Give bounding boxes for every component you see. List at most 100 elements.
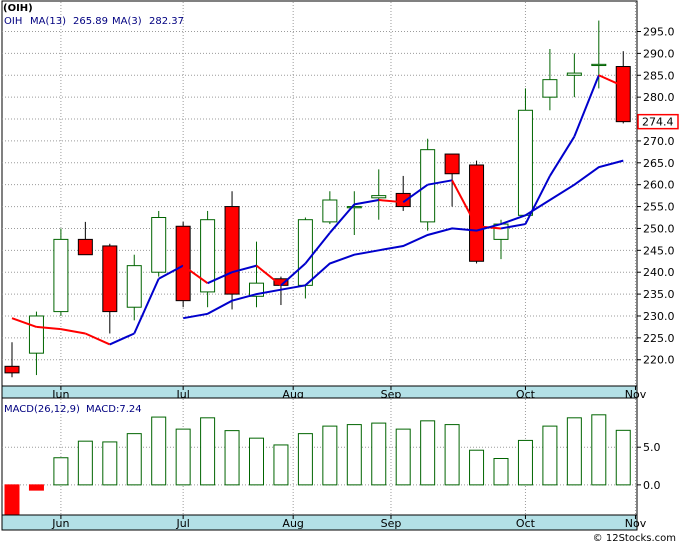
candle-body [566, 72, 582, 76]
candle-down [395, 175, 411, 211]
candle-body [53, 238, 69, 313]
candle-body [102, 245, 118, 313]
candle-body [297, 219, 313, 286]
price-tick-label: 225.0 [643, 332, 675, 345]
macd-bar [517, 439, 533, 486]
ma3-segment [231, 264, 257, 274]
ma3-segment [11, 317, 37, 328]
legend-ma3-label: MA(3) [112, 16, 142, 27]
candle-body [395, 192, 411, 208]
macd-month-band [1, 514, 638, 531]
macd-bar [297, 433, 313, 486]
candle-up [566, 53, 582, 98]
price-tick-label: 230.0 [643, 310, 675, 323]
legend-ma13-label: MA(13) [30, 16, 66, 27]
macd-bar [591, 414, 607, 486]
candle-down [175, 221, 191, 308]
macd-bar [77, 440, 93, 486]
candle-down [102, 243, 118, 334]
price-panel: 220.0 225.0 230.0 235.0 240.0 245.0 250.0 255.0… [1, 0, 679, 402]
macd-bar [249, 437, 264, 486]
candle-up [53, 228, 69, 316]
macd-bar [102, 441, 118, 486]
ma3-segment [84, 332, 111, 346]
macd-bar [469, 449, 485, 486]
candle-down [469, 160, 485, 264]
copyright-text: © 12Stocks.com [593, 533, 676, 544]
candle-down [4, 342, 20, 378]
macd-plot-frame [1, 397, 638, 516]
macd-bar [126, 433, 142, 486]
ma13-line [183, 159, 624, 320]
price-tick-label: 280.0 [643, 91, 675, 104]
macd-bar [28, 484, 44, 491]
price-tick-label: 245.0 [643, 244, 675, 257]
macd-month-label: Sep [381, 517, 402, 530]
macd-month-label: Jul [176, 517, 190, 530]
macd-bar [395, 428, 411, 486]
macd-bar [322, 425, 338, 486]
price-tick-label: 235.0 [643, 288, 675, 301]
macd-tick-label: 0.0 [643, 479, 661, 492]
ma3-segment [500, 223, 526, 230]
price-tick-label: 250.0 [643, 222, 675, 235]
macd-bar [493, 458, 509, 486]
candle-up [322, 191, 338, 225]
candle-body [126, 265, 142, 308]
price-tick-label: 260.0 [643, 179, 675, 192]
macd-month-label: Jun [51, 517, 69, 530]
price-tick-label: 255.0 [643, 201, 675, 214]
macd-month-label: Aug [282, 517, 303, 530]
price-tick-label: 295.0 [643, 26, 675, 39]
macd-value-label: MACD:7.24 [86, 404, 142, 415]
price-tick-label: 270.0 [643, 135, 675, 148]
ma3-segment [402, 183, 429, 204]
price-tick-label: 240.0 [643, 266, 675, 279]
candle-body [175, 225, 191, 302]
ma3-segment [36, 325, 61, 331]
candle-body [28, 315, 44, 354]
ma3-segment [304, 232, 331, 265]
candle-body [469, 164, 485, 262]
candle-body [322, 199, 338, 223]
candle-up [346, 191, 362, 236]
candle-body [444, 153, 460, 175]
macd-bar [53, 457, 69, 486]
last-price-box [637, 113, 679, 130]
ma3-segment [378, 199, 404, 204]
candle-down [224, 191, 240, 310]
candle-down [615, 51, 631, 124]
candle-up [542, 49, 558, 111]
ma3-segment [207, 271, 233, 285]
candle-body [591, 63, 607, 67]
macd-bar [566, 417, 582, 486]
price-tick-label: 285.0 [643, 69, 675, 82]
candle-body [200, 219, 216, 293]
last-price-label: 274.4 [642, 116, 674, 129]
price-tick-label: 265.0 [643, 157, 675, 170]
macd-bar [151, 416, 167, 486]
candle-body [224, 206, 240, 295]
candle-body [371, 195, 387, 199]
ma3-segment [133, 278, 160, 334]
macd-bar [444, 424, 460, 486]
macd-month-label: Nov [625, 517, 647, 530]
ma3-segment [158, 264, 184, 280]
macd-title: MACD(26,12,9) [4, 404, 80, 415]
candle-body [517, 109, 533, 216]
candle-body [4, 365, 20, 374]
macd-bar [200, 417, 216, 486]
candle-body [77, 238, 93, 256]
ma3-segment [451, 179, 478, 227]
ma3-segment [60, 328, 86, 335]
price-tick-label: 290.0 [643, 47, 675, 60]
candle-body [615, 66, 631, 123]
price-tick-label: 220.0 [643, 354, 675, 367]
ma3-segment [109, 332, 135, 346]
legend-ma13-value: 265.89 [73, 16, 108, 27]
ma3-segment [354, 199, 379, 206]
ma3-segment [524, 175, 551, 225]
macd-bar [224, 430, 240, 486]
macd-bar [175, 428, 191, 486]
